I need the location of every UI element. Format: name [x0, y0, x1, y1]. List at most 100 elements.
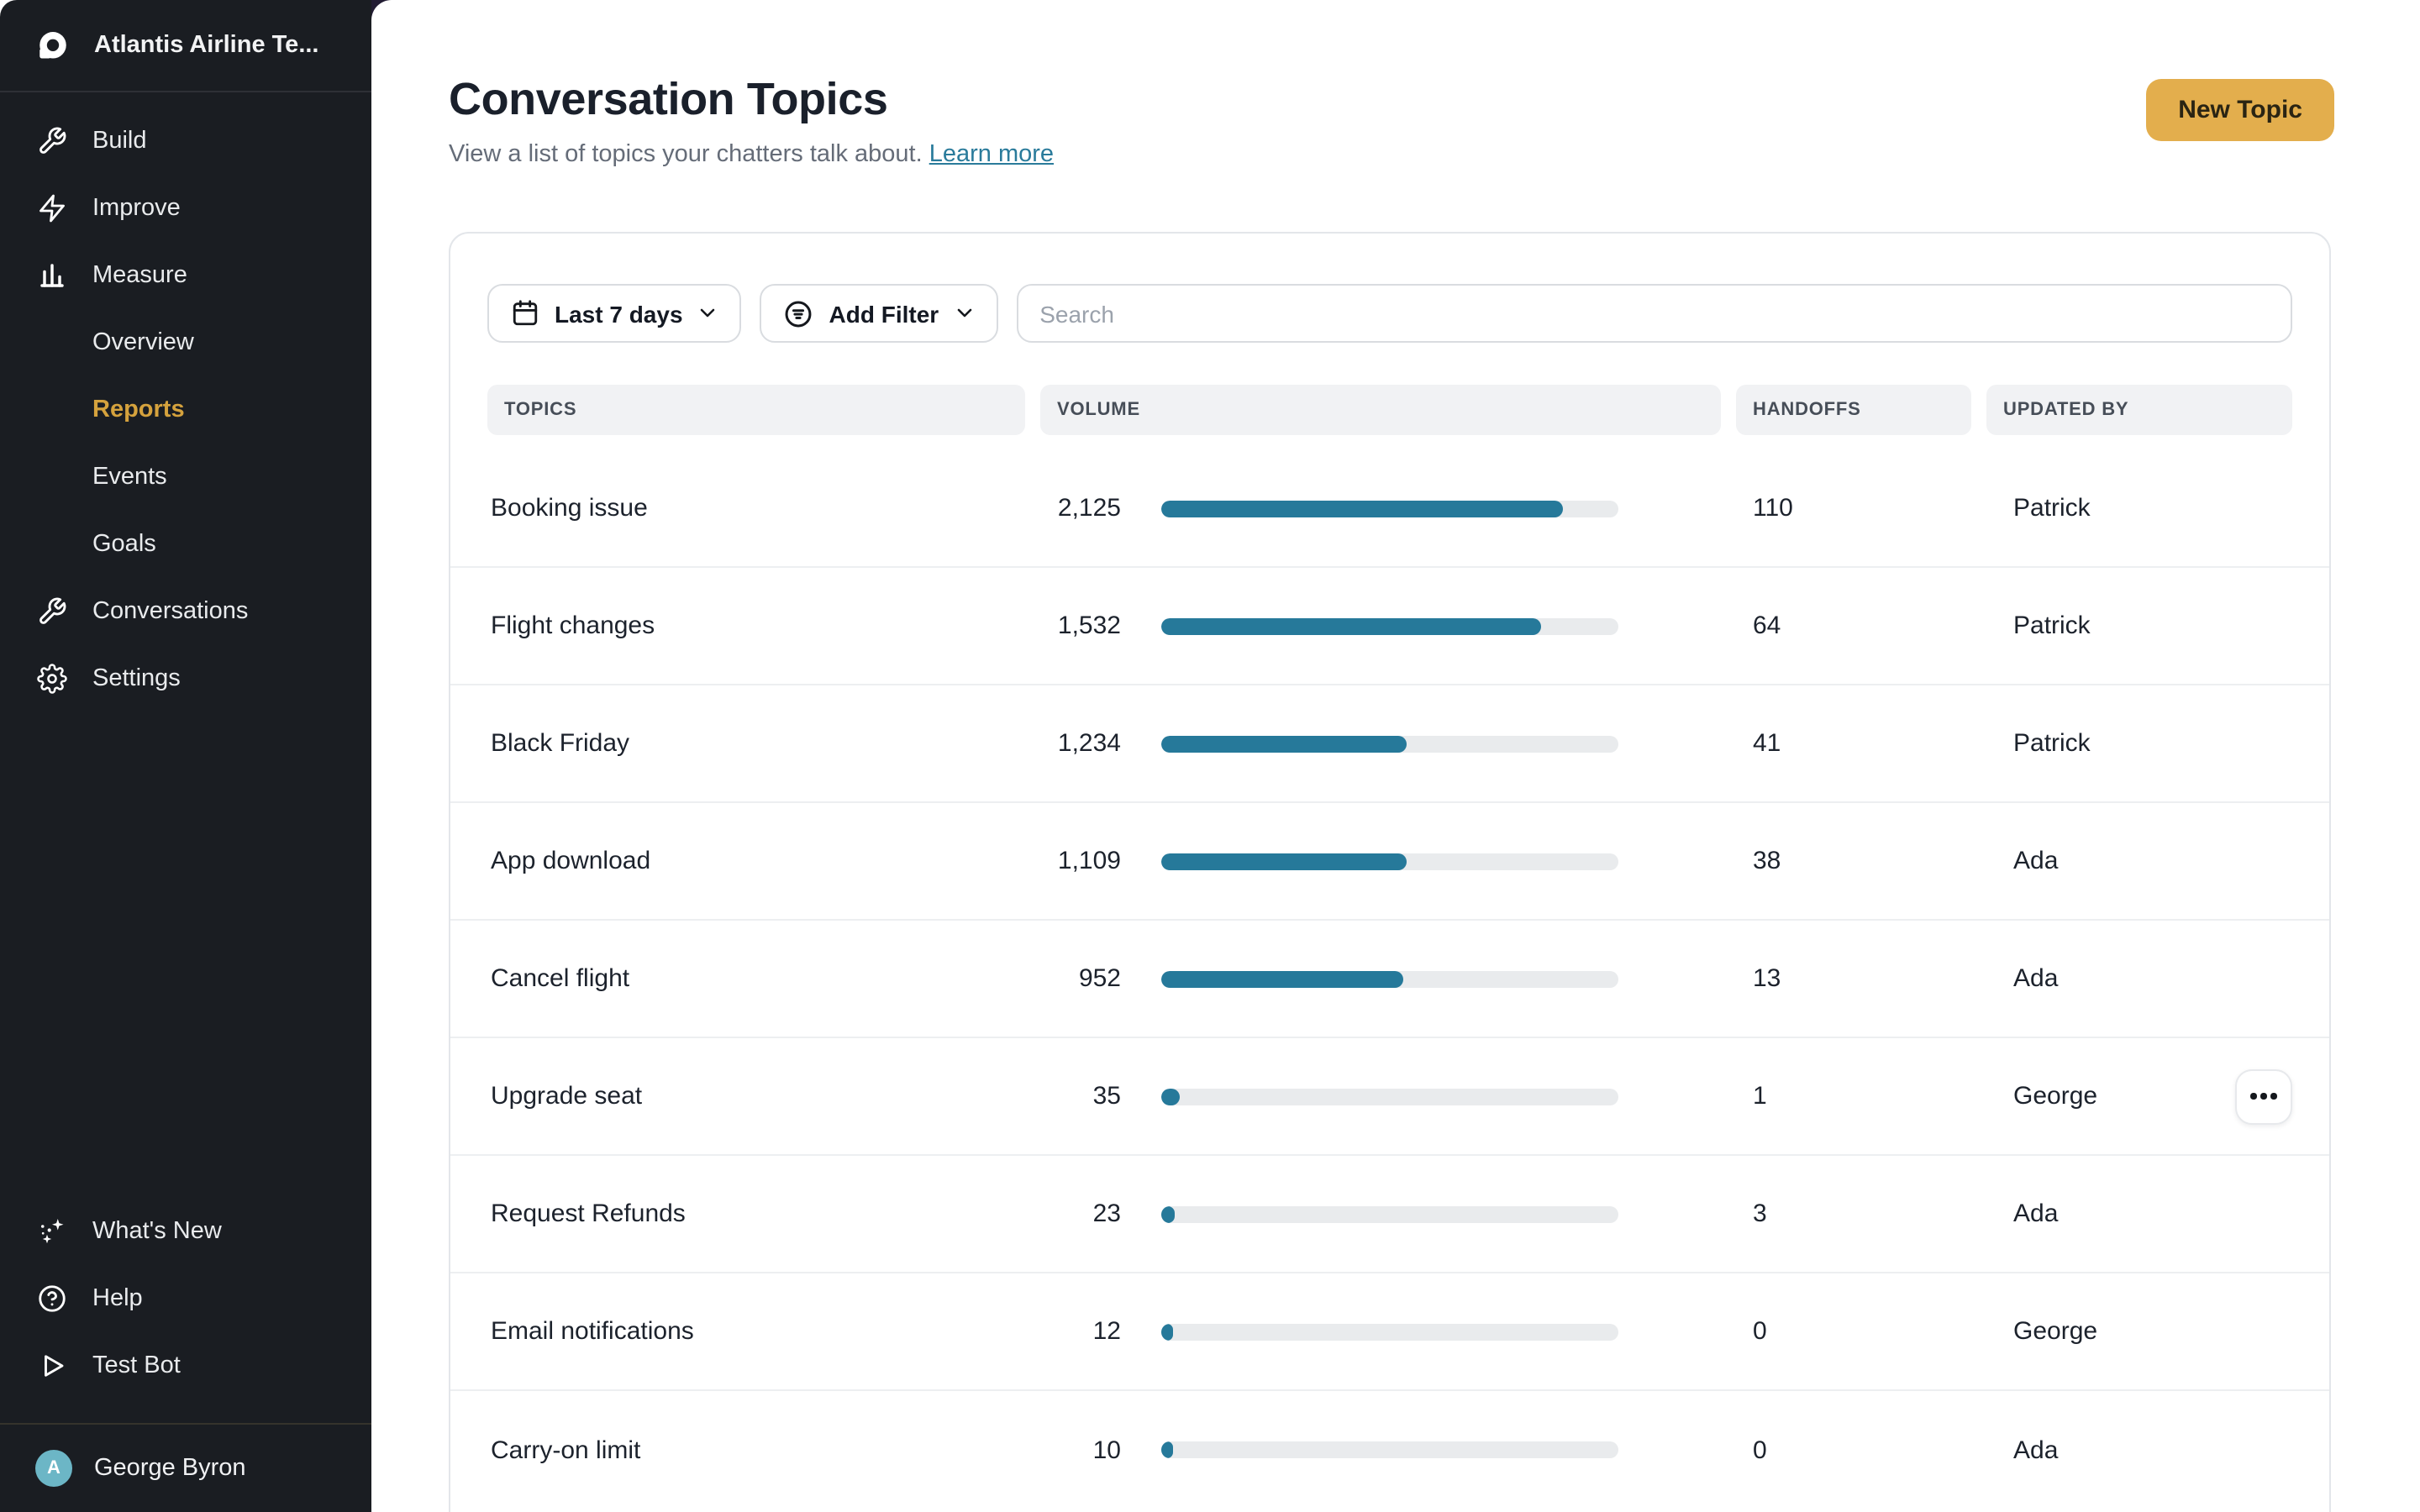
- updated-by-value: George: [2013, 1317, 2098, 1346]
- volume-cell: 1,234: [1040, 729, 1721, 758]
- sidebar-item-settings[interactable]: Settings: [0, 645, 371, 712]
- sidebar-item-improve[interactable]: Improve: [0, 175, 371, 242]
- column-header-volume: VOLUME: [1040, 385, 1721, 435]
- volume-bar-track: [1161, 1088, 1618, 1105]
- subtitle-text: View a list of topics your chatters talk…: [449, 141, 923, 168]
- column-header-topics: TOPICS: [487, 385, 1025, 435]
- table-row[interactable]: Cancel flight 952 13 Ada: [450, 921, 2329, 1038]
- volume-bar-track: [1161, 500, 1618, 517]
- sidebar-nav: Build Improve Measure Overview Reports: [0, 108, 371, 712]
- sidebar-item-reports[interactable]: Reports: [0, 376, 371, 444]
- chevron-down-icon: [954, 300, 974, 327]
- volume-value: 1,532: [1057, 612, 1121, 640]
- ellipsis-dot: [2270, 1093, 2277, 1100]
- topic-name: Email notifications: [491, 1317, 694, 1346]
- sidebar: Atlantis Airline Te... Build Improve Mea…: [0, 0, 371, 1512]
- table-row[interactable]: Email notifications 12 0 George: [450, 1273, 2329, 1391]
- table-row[interactable]: Upgrade seat 35 1 George: [450, 1038, 2329, 1156]
- sidebar-item-label: Settings: [92, 665, 181, 692]
- updated-by-value: Patrick: [2013, 612, 2091, 640]
- table-row[interactable]: Black Friday 1,234 41 Patrick: [450, 685, 2329, 803]
- sidebar-item-build[interactable]: Build: [0, 108, 371, 175]
- sidebar-spacer: [0, 712, 371, 1183]
- table-row[interactable]: Carry-on limit 10 0 Ada: [450, 1391, 2329, 1509]
- sidebar-item-label: Overview: [92, 329, 194, 356]
- topic-name: Request Refunds: [491, 1200, 686, 1228]
- volume-cell: 1,109: [1040, 847, 1721, 875]
- sidebar-item-label: Measure: [92, 262, 187, 289]
- volume-bar-fill: [1161, 617, 1541, 634]
- updated-by-value: George: [2013, 1082, 2098, 1110]
- volume-bar-track: [1161, 1441, 1618, 1458]
- topic-name: Cancel flight: [491, 964, 630, 993]
- date-range-dropdown[interactable]: Last 7 days: [487, 284, 742, 343]
- volume-bar-track: [1161, 1205, 1618, 1222]
- handoffs-value: 110: [1753, 494, 1793, 522]
- table-row[interactable]: Booking issue 2,125 110 Patrick: [450, 450, 2329, 568]
- volume-value: 2,125: [1057, 494, 1121, 522]
- volume-bar-fill: [1161, 1088, 1180, 1105]
- chevron-down-icon: [698, 300, 718, 327]
- table-row[interactable]: Request Refunds 23 3 Ada: [450, 1156, 2329, 1273]
- volume-cell: 952: [1040, 964, 1721, 993]
- updated-by-value: Ada: [2013, 964, 2059, 993]
- sidebar-item-whats-new[interactable]: What's New: [0, 1198, 371, 1265]
- sidebar-item-measure[interactable]: Measure: [0, 242, 371, 309]
- ellipsis-dot: [2250, 1093, 2257, 1100]
- main-backdrop: New Topic Conversation Topics View a lis…: [371, 0, 2420, 1512]
- column-header-updated-by: UPDATED BY: [1986, 385, 2292, 435]
- topic-name: Flight changes: [491, 612, 655, 640]
- sidebar-item-overview[interactable]: Overview: [0, 309, 371, 376]
- sidebar-item-goals[interactable]: Goals: [0, 511, 371, 578]
- learn-more-link[interactable]: Learn more: [929, 141, 1055, 168]
- handoffs-value: 3: [1753, 1200, 1767, 1228]
- volume-value: 10: [1092, 1436, 1121, 1464]
- volume-value: 952: [1078, 964, 1121, 993]
- updated-by-value: Patrick: [2013, 494, 2091, 522]
- calendar-icon: [511, 299, 539, 328]
- table-row[interactable]: App download 1,109 38 Ada: [450, 803, 2329, 921]
- workspace-name: Atlantis Airline Te...: [94, 32, 319, 59]
- volume-cell: 23: [1040, 1200, 1721, 1228]
- volume-value: 1,234: [1057, 729, 1121, 758]
- wrench-icon: [37, 126, 67, 156]
- sidebar-item-events[interactable]: Events: [0, 444, 371, 511]
- add-filter-dropdown[interactable]: Add Filter: [760, 284, 998, 343]
- new-topic-button[interactable]: New Topic: [2146, 79, 2334, 141]
- sidebar-divider: [0, 1423, 371, 1425]
- volume-bar-track: [1161, 735, 1618, 752]
- volume-bar-fill: [1161, 970, 1404, 987]
- table-header: TOPICS VOLUME HANDOFFS UPDATED BY: [487, 385, 2292, 435]
- handoffs-value: 64: [1753, 612, 1781, 640]
- volume-bar-fill: [1161, 1441, 1173, 1458]
- page-subtitle: View a list of topics your chatters talk…: [449, 141, 2420, 168]
- row-actions-button[interactable]: [2235, 1068, 2292, 1124]
- sidebar-item-label: Goals: [92, 531, 156, 558]
- volume-bar-track: [1161, 1323, 1618, 1340]
- handoffs-value: 41: [1753, 729, 1781, 758]
- volume-bar-fill: [1161, 500, 1564, 517]
- volume-cell: 2,125: [1040, 494, 1721, 522]
- search-input[interactable]: [1016, 284, 2292, 343]
- page-title: Conversation Topics: [449, 74, 888, 124]
- sidebar-item-test-bot[interactable]: Test Bot: [0, 1332, 371, 1399]
- filter-icon: [784, 298, 814, 328]
- sidebar-item-label: Test Bot: [92, 1352, 181, 1379]
- add-filter-label: Add Filter: [829, 300, 939, 327]
- volume-value: 35: [1092, 1082, 1121, 1110]
- user-name: George Byron: [94, 1455, 246, 1482]
- user-menu[interactable]: A George Byron: [0, 1425, 371, 1512]
- topic-name: Upgrade seat: [491, 1082, 643, 1110]
- sidebar-item-label: Reports: [92, 396, 185, 423]
- workspace-switcher[interactable]: Atlantis Airline Te...: [0, 0, 371, 92]
- sidebar-item-conversations[interactable]: Conversations: [0, 578, 371, 645]
- sidebar-item-label: Help: [92, 1285, 143, 1312]
- volume-cell: 10: [1040, 1436, 1721, 1464]
- sidebar-item-label: Conversations: [92, 598, 249, 625]
- sidebar-item-help[interactable]: Help: [0, 1265, 371, 1332]
- wrench-icon: [37, 596, 67, 627]
- table-row[interactable]: Flight changes 1,532 64 Patrick: [450, 568, 2329, 685]
- topic-name: Booking issue: [491, 494, 648, 522]
- sidebar-item-label: Events: [92, 464, 167, 491]
- volume-bar-track: [1161, 617, 1618, 634]
